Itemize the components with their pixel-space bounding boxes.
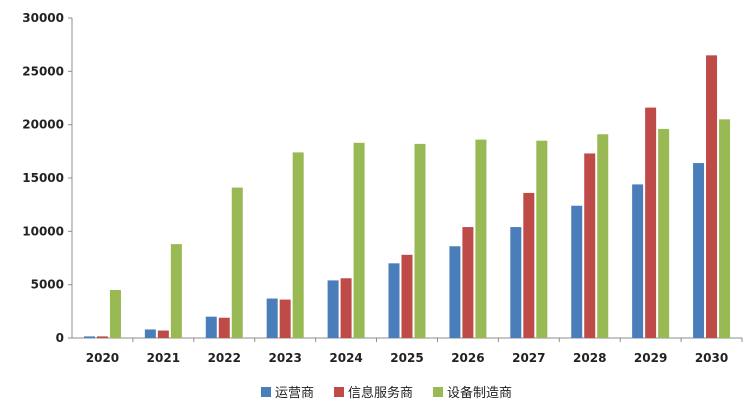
y-tick-label: 10000 xyxy=(22,224,64,238)
bar-2022-series-2 xyxy=(218,317,230,338)
bar-2020-series-1 xyxy=(83,336,95,338)
bars xyxy=(83,55,731,338)
legend-item-1: 运营商 xyxy=(261,386,314,401)
bar-2023-series-2 xyxy=(279,299,291,338)
x-tick-label-2020: 2020 xyxy=(86,351,119,365)
bar-2022-series-3 xyxy=(231,187,243,338)
x-tick-label-2021: 2021 xyxy=(147,351,180,365)
bar-2024-series-3 xyxy=(353,142,365,338)
legend-swatch xyxy=(334,387,344,397)
bar-2030-series-1 xyxy=(693,163,705,338)
bar-2029-series-1 xyxy=(632,184,644,338)
x-tick-label-2025: 2025 xyxy=(390,351,423,365)
x-tick-label-2029: 2029 xyxy=(634,351,667,365)
legend: 运营商 信息服务商 设备制造商 xyxy=(261,385,512,401)
bar-2027-series-3 xyxy=(536,140,548,338)
bar-2027-series-2 xyxy=(523,192,535,338)
x-tick-label-2027: 2027 xyxy=(512,351,545,365)
y-tick-label: 5000 xyxy=(31,278,64,292)
bar-2028-series-1 xyxy=(571,205,583,338)
tick-labels: 0 5000 10000 15000 20000 25000 30000 2020 2021 20… xyxy=(22,11,728,365)
bar-2026-series-3 xyxy=(475,139,487,338)
x-tick-label-2023: 2023 xyxy=(268,351,301,365)
legend-label: 运营商 xyxy=(275,386,314,401)
bar-2023-series-3 xyxy=(292,152,304,338)
y-tick-label: 0 xyxy=(56,331,64,345)
y-tick-label: 30000 xyxy=(22,11,64,25)
bar-2025-series-3 xyxy=(414,143,426,338)
bar-2029-series-3 xyxy=(658,128,670,338)
legend-swatch xyxy=(261,387,271,397)
y-tick-label: 20000 xyxy=(22,118,64,132)
x-tick-label-2028: 2028 xyxy=(573,351,606,365)
legend-label: 信息服务商 xyxy=(348,385,413,401)
bar-2026-series-1 xyxy=(449,246,461,338)
y-tick-label: 15000 xyxy=(22,171,64,185)
bar-2028-series-3 xyxy=(597,134,609,338)
bar-2021-series-2 xyxy=(157,330,169,338)
bar-2021-series-3 xyxy=(170,244,182,338)
bar-2022-series-1 xyxy=(205,316,217,338)
x-tick-label-2026: 2026 xyxy=(451,351,484,365)
bar-2021-series-1 xyxy=(144,329,156,338)
legend-swatch xyxy=(433,387,443,397)
bar-2030-series-3 xyxy=(719,119,731,338)
bar-2026-series-2 xyxy=(462,227,474,338)
bar-2020-series-2 xyxy=(96,336,108,338)
bar-2024-series-1 xyxy=(327,280,339,338)
bar-2025-series-1 xyxy=(388,263,400,338)
bar-2023-series-1 xyxy=(266,298,278,338)
legend-item-3: 设备制造商 xyxy=(433,385,512,401)
x-tick-label-2022: 2022 xyxy=(208,351,241,365)
y-tick-label: 25000 xyxy=(22,64,64,78)
bar-2025-series-2 xyxy=(401,254,413,338)
bar-2029-series-2 xyxy=(645,107,657,338)
bar-2020-series-3 xyxy=(109,290,121,338)
bar-2030-series-2 xyxy=(706,55,718,338)
bar-2027-series-1 xyxy=(510,227,522,338)
bar-2024-series-2 xyxy=(340,278,352,338)
x-tick-label-2030: 2030 xyxy=(695,351,728,365)
bar-2028-series-2 xyxy=(584,153,596,338)
legend-item-2: 信息服务商 xyxy=(334,385,413,401)
x-tick-label-2024: 2024 xyxy=(329,351,362,365)
legend-label: 设备制造商 xyxy=(447,385,512,401)
